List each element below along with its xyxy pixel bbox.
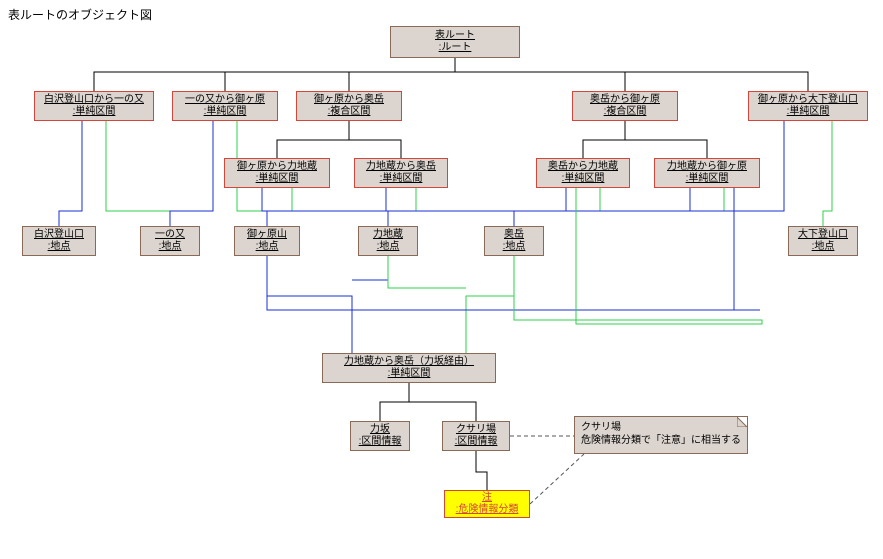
node-r1_3: 御ヶ原から奥岳:複合区間 [296, 91, 402, 121]
node-p3: 御ヶ原山:地点 [234, 226, 300, 256]
node-instance-name: 奥岳から力地蔵 [548, 161, 618, 173]
note-line: クサリ場 [581, 421, 741, 434]
node-instance-name: 力坂 [370, 424, 390, 436]
node-m1: 力地蔵から奥岳（力坂経由）:単純区間 [322, 353, 496, 383]
node-instance-name: 白沢登山口 [34, 229, 84, 241]
node-p1: 白沢登山口:地点 [22, 226, 96, 256]
node-class-name: :区間情報 [359, 436, 402, 448]
node-info1: 力坂:区間情報 [350, 421, 410, 451]
edge [225, 58, 455, 91]
edge [262, 188, 267, 226]
node-p5: 奥岳:地点 [484, 226, 544, 256]
node-instance-name: 御ヶ原から力地蔵 [237, 161, 317, 173]
node-instance-name: 奥岳 [504, 229, 524, 241]
node-instance-name: 表ルート [435, 30, 475, 42]
node-p6: 大下登山口:地点 [788, 226, 858, 256]
node-instance-name: 力地蔵から奥岳（力坂経由） [344, 356, 474, 368]
node-r1_5: 御ヶ原から大下登山口:単純区間 [748, 91, 868, 121]
node-class-name: :単純区間 [256, 173, 299, 185]
edge [514, 188, 762, 324]
node-instance-name: 大下登山口 [798, 229, 848, 241]
node-instance-name: 一の又から御ヶ原 [185, 94, 265, 106]
node-r2_3: 奥岳から力地蔵:単純区間 [536, 158, 630, 188]
node-instance-name: 注 [482, 492, 492, 504]
edge [352, 256, 388, 280]
node-class-name: :複合区間 [328, 106, 371, 118]
diagram-title: 表ルートのオブジェクト図 [8, 6, 152, 23]
edge [476, 451, 487, 490]
node-class-name: :単純区間 [73, 106, 116, 118]
edge [388, 256, 466, 288]
edge [59, 121, 82, 226]
node-class-name: :地点 [159, 241, 182, 253]
node-r1_2: 一の又から御ヶ原:単純区間 [172, 91, 278, 121]
edge [267, 256, 352, 353]
edge [455, 58, 808, 91]
node-instance-name: 力地蔵 [373, 229, 403, 241]
node-r1_1: 白沢登山口から一の又:単純区間 [34, 91, 154, 121]
node-class-name: :地点 [377, 241, 400, 253]
edge [416, 188, 514, 226]
edge [409, 383, 476, 421]
edge [625, 121, 707, 158]
edge [455, 58, 625, 91]
edge [388, 188, 690, 226]
node-root: 表ルート:ルート [390, 26, 520, 58]
node-class-name: :複合区間 [604, 106, 647, 118]
edge [380, 383, 409, 421]
edge [514, 188, 566, 226]
diagram-canvas: 表ルートのオブジェクト図 表ルート:ルート白沢登山口から一の又:単純区間一の又か… [0, 0, 883, 559]
node-r1_4: 奥岳から御ヶ原:複合区間 [572, 91, 678, 121]
edge [386, 188, 388, 226]
edge [823, 121, 832, 226]
node-class-name: :単純区間 [562, 173, 605, 185]
node-instance-name: 力地蔵から奥岳 [366, 161, 436, 173]
node-class-name: :区間情報 [455, 436, 498, 448]
edge [106, 121, 170, 226]
edge [170, 121, 213, 226]
node-r2_4: 力地蔵から御ヶ原:単純区間 [654, 158, 760, 188]
edge [388, 188, 600, 226]
edge [277, 121, 349, 158]
edge [292, 188, 388, 226]
edge [349, 58, 455, 91]
node-r2_1: 御ヶ原から力地蔵:単純区間 [224, 158, 330, 188]
node-class-name: :ルート [439, 42, 472, 54]
node-class-name: :単純区間 [686, 173, 729, 185]
edge [349, 121, 401, 158]
edge [94, 58, 455, 91]
node-info2: クサリ場:区間情報 [442, 421, 510, 451]
node-class-name: :単純区間 [388, 368, 431, 380]
node-class-name: :地点 [812, 241, 835, 253]
node-class-name: :単純区間 [204, 106, 247, 118]
node-class-name: :単純区間 [380, 173, 423, 185]
note-line: 危険情報分類で「注意」に相当する [581, 434, 741, 447]
node-instance-name: クサリ場 [456, 424, 496, 436]
node-instance-name: 奥岳から御ヶ原 [590, 94, 660, 106]
edges-layer [0, 0, 883, 559]
node-instance-name: 御ヶ原から大下登山口 [758, 94, 858, 106]
node-instance-name: 一の又 [155, 229, 185, 241]
edge [466, 256, 514, 353]
uml-note: クサリ場危険情報分類で「注意」に相当する [574, 416, 748, 454]
node-class-name: :地点 [48, 241, 71, 253]
node-instance-name: 御ヶ原から奥岳 [314, 94, 384, 106]
node-warn: 注:危険情報分類 [444, 490, 530, 518]
edge [267, 188, 724, 226]
edge [583, 121, 625, 158]
node-class-name: :危険情報分類 [456, 504, 519, 516]
node-instance-name: 力地蔵から御ヶ原 [667, 161, 747, 173]
node-class-name: :単純区間 [787, 106, 830, 118]
node-p2: 一の又:地点 [140, 226, 200, 256]
node-instance-name: 白沢登山口から一の又 [44, 94, 144, 106]
node-p4: 力地蔵:地点 [358, 226, 418, 256]
node-instance-name: 御ヶ原山 [247, 229, 287, 241]
node-class-name: :地点 [503, 241, 526, 253]
node-r2_2: 力地蔵から奥岳:単純区間 [354, 158, 448, 188]
node-class-name: :地点 [256, 241, 279, 253]
edge [530, 454, 584, 504]
